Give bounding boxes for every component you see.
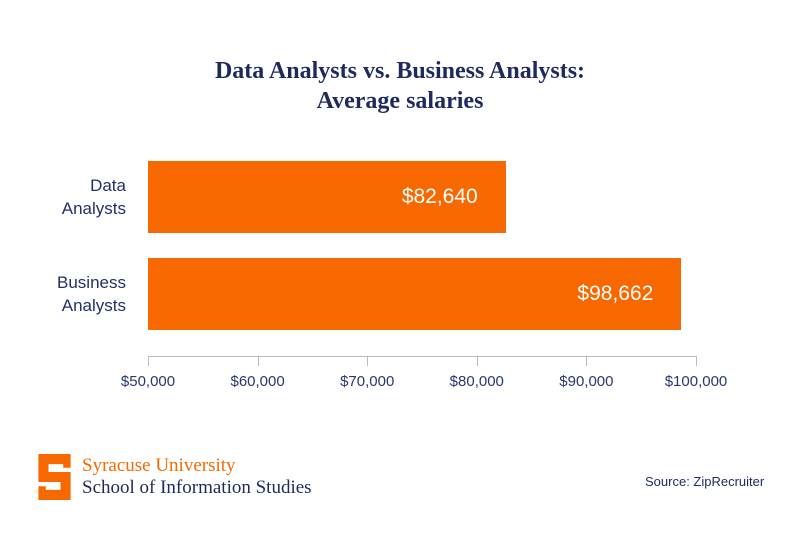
syracuse-logo: Syracuse University School of Informatio… [38,454,312,500]
chart-title-line2: Average salaries [316,88,484,114]
x-axis-tick-label: $50,000 [120,373,176,390]
bar-row-business-analysts: Business Analysts $98,662 [0,258,800,330]
logo-text: Syracuse University School of Informatio… [82,454,312,499]
x-axis-tick [148,356,149,366]
x-axis-tick [367,356,369,366]
chart-title: Data Analysts vs. Business Analysts: Ave… [0,56,800,116]
bar-chart: Data Analysts $82,640 Business Analysts … [0,161,800,398]
category-label-line: Business [57,273,126,292]
bar-data-analysts: $82,640 [148,161,506,233]
x-axis-tick-label: $100,000 [664,373,728,390]
value-label-data-analysts: $82,640 [401,185,478,208]
x-axis-tick-label: $80,000 [449,373,504,390]
x-axis-tick [476,356,478,366]
value-label-business-analysts: $98,662 [577,282,654,305]
logo-school-name: School of Information Studies [82,477,312,498]
bar-row-data-analysts: Data Analysts $82,640 [0,161,800,233]
x-axis-tick [257,356,259,366]
x-axis-tick-label: $90,000 [559,373,614,390]
bar-track-business-analysts: $98,662 [148,258,696,330]
category-label-line: Analysts [61,296,126,315]
category-label-line: Data [90,176,126,195]
logo-org-name: Syracuse University [82,455,236,476]
bar-business-analysts: $98,662 [148,258,682,330]
category-label-line: Analysts [61,199,126,218]
category-label-business-analysts: Business Analysts [0,258,148,330]
syracuse-block-s-icon [38,454,71,500]
x-axis-tick [586,356,588,366]
x-axis-tick-label: $70,000 [340,373,395,390]
x-axis-line [148,356,696,357]
x-axis-tick [696,356,697,366]
source-attribution: Source: ZipRecruiter [645,474,765,489]
x-axis: $50,000 $60,000 $70,000 $80,000 $90,000 $100,… [121,356,727,398]
x-axis-tick-label: $60,000 [230,373,285,390]
category-label-data-analysts: Data Analysts [0,161,148,233]
chart-title-line1: Data Analysts vs. Business Analysts: [214,58,586,84]
bar-track-data-analysts: $82,640 [148,161,696,233]
